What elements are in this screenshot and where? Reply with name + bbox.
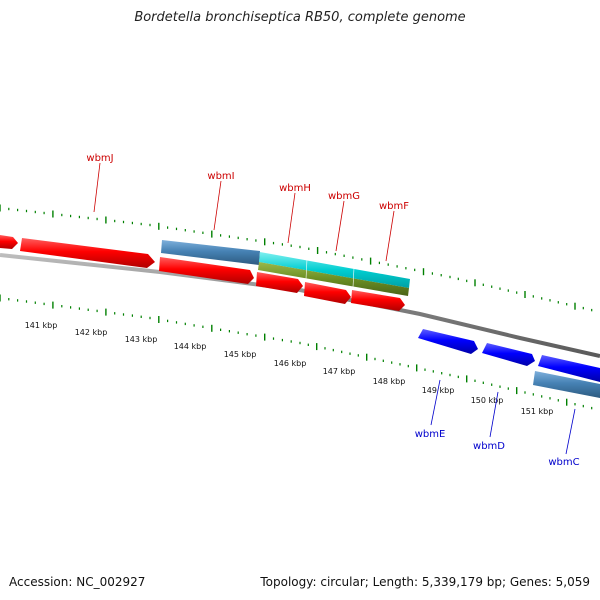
gene-arrow-wbmH[interactable] [256,272,303,293]
scale-label: 147 kbp [323,367,356,376]
leader-line [335,200,345,252]
leader-line [287,192,296,244]
map-title: Bordetella bronchiseptica RB50, complete… [134,10,466,25]
gene-label-wbmE[interactable]: wbmE [415,429,446,440]
gene-arrow-red-edge[interactable] [0,235,18,249]
gene-label-wbmH[interactable]: wbmH [279,183,311,194]
leader-line [489,391,499,438]
gene-arrow-wbmD[interactable] [482,343,535,366]
leader-line [213,180,222,231]
gene-label-wbmF[interactable]: wbmF [379,201,409,212]
scale-label: 151 kbp [521,407,554,416]
leader-line [93,162,101,213]
scale-label: 141 kbp [25,321,58,330]
inner-tick-track [0,294,593,410]
forward-strand-genes [0,235,410,296]
gene-arrow-wbmG[interactable] [304,282,351,304]
scale-label: 143 kbp [125,335,158,344]
gene-block-wbmH-wbmF-top[interactable] [259,252,410,288]
gene-arrow-wbmC[interactable] [538,355,600,382]
gene-arrow-wbmJ[interactable] [20,238,155,268]
gene-labels-bottom: wbmE wbmD wbmC [415,379,580,468]
scale-label: 142 kbp [75,328,108,337]
gene-label-wbmD[interactable]: wbmD [473,441,505,452]
scale-label: 144 kbp [174,342,207,351]
gene-block-steelblue[interactable] [533,371,600,398]
scale-label: 146 kbp [274,359,307,368]
segment-divider [352,267,355,288]
leader-line [430,379,441,426]
gene-label-wbmG[interactable]: wbmG [328,191,360,202]
gene-arrow-wbmF[interactable] [351,290,405,311]
gene-label-wbmC[interactable]: wbmC [548,457,579,468]
outer-tick-track [0,204,593,312]
scale-label: 145 kbp [224,350,257,359]
accession-text: Accession: NC_002927 [9,575,146,589]
leader-line [385,210,395,262]
scale-label: 148 kbp [373,377,406,386]
scale-labels: 141 kbp 142 kbp 143 kbp 144 kbp 145 kbp … [25,321,554,416]
gene-label-wbmI[interactable]: wbmI [207,171,234,182]
segment-divider [305,258,308,280]
reverse-strand-genes [159,257,600,398]
gene-block-wbmH-wbmF-bottom[interactable] [258,262,409,296]
scale-label: 150 kbp [471,396,504,405]
gene-arrow-wbmE[interactable] [418,329,478,354]
gene-block-wbmI[interactable] [161,240,260,265]
gene-arrow-red-1[interactable] [159,257,254,284]
leader-line [565,408,576,455]
gene-labels-top: wbmJ wbmI wbmH wbmG wbmF [86,153,409,262]
gene-label-wbmJ[interactable]: wbmJ [86,153,113,164]
genome-summary-text: Topology: circular; Length: 5,339,179 bp… [260,575,590,589]
